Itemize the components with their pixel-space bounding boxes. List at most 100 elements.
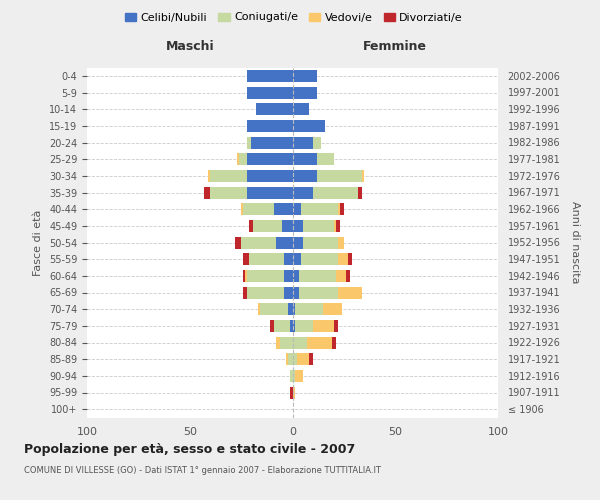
Bar [303,236,338,248]
Bar [323,303,342,315]
Bar [332,336,335,348]
Text: COMUNE DI VILLESSE (GO) - Dati ISTAT 1° gennaio 2007 - Elaborazione TUTTITALIA.I: COMUNE DI VILLESSE (GO) - Dati ISTAT 1° … [24,466,381,475]
Bar [253,220,282,232]
Bar [247,186,293,198]
Bar [211,170,247,182]
Bar [293,253,301,265]
Bar [270,320,274,332]
Bar [211,186,247,198]
Bar [250,220,253,232]
Text: Popolazione per età, sesso e stato civile - 2007: Popolazione per età, sesso e stato civil… [24,442,355,456]
Bar [334,220,335,232]
Bar [293,70,317,82]
Bar [313,186,358,198]
Bar [247,136,251,148]
Bar [293,203,301,215]
Bar [295,370,303,382]
Bar [243,286,247,298]
Bar [274,320,290,332]
Bar [208,170,211,182]
Bar [293,320,295,332]
Bar [338,203,340,215]
Bar [307,336,332,348]
Bar [296,353,309,365]
Bar [276,336,280,348]
Bar [293,170,317,182]
Bar [293,386,295,398]
Bar [313,320,334,332]
Bar [293,103,309,115]
Bar [301,253,338,265]
Bar [251,136,293,148]
Bar [293,86,317,99]
Bar [348,253,352,265]
Bar [247,153,293,165]
Bar [276,236,293,248]
Bar [241,236,276,248]
Bar [280,336,293,348]
Bar [282,220,293,232]
Bar [284,270,293,282]
Y-axis label: Anni di nascita: Anni di nascita [570,201,580,283]
Bar [243,270,245,282]
Bar [245,270,247,282]
Bar [317,170,362,182]
Bar [290,320,293,332]
Legend: Celibi/Nubili, Coniugati/e, Vedovi/e, Divorziati/e: Celibi/Nubili, Coniugati/e, Vedovi/e, Di… [121,8,467,27]
Bar [309,353,313,365]
Bar [247,270,284,282]
Bar [284,253,293,265]
Bar [362,170,364,182]
Bar [338,253,348,265]
Bar [299,286,338,298]
Bar [293,136,313,148]
Bar [346,270,350,282]
Bar [301,203,338,215]
Bar [256,103,293,115]
Bar [289,303,293,315]
Bar [293,336,307,348]
Bar [247,286,284,298]
Bar [239,153,247,165]
Bar [338,286,362,298]
Bar [335,220,340,232]
Bar [299,270,335,282]
Bar [237,153,239,165]
Bar [260,303,289,315]
Bar [293,303,295,315]
Bar [284,286,293,298]
Bar [335,270,346,282]
Bar [317,153,334,165]
Bar [274,203,293,215]
Text: Maschi: Maschi [166,40,214,54]
Bar [247,70,293,82]
Bar [243,253,250,265]
Bar [334,320,338,332]
Bar [293,220,303,232]
Bar [247,120,293,132]
Bar [303,220,334,232]
Bar [293,120,325,132]
Bar [286,353,289,365]
Bar [290,386,293,398]
Bar [338,236,344,248]
Bar [358,186,362,198]
Bar [293,370,295,382]
Bar [243,203,274,215]
Bar [293,286,299,298]
Bar [293,270,299,282]
Bar [204,186,211,198]
Bar [293,153,317,165]
Bar [293,236,303,248]
Bar [289,353,293,365]
Bar [295,303,323,315]
Bar [247,170,293,182]
Y-axis label: Fasce di età: Fasce di età [34,210,43,276]
Bar [313,136,321,148]
Bar [340,203,344,215]
Bar [295,320,313,332]
Bar [241,203,243,215]
Bar [235,236,241,248]
Text: Femmine: Femmine [363,40,427,54]
Bar [247,86,293,99]
